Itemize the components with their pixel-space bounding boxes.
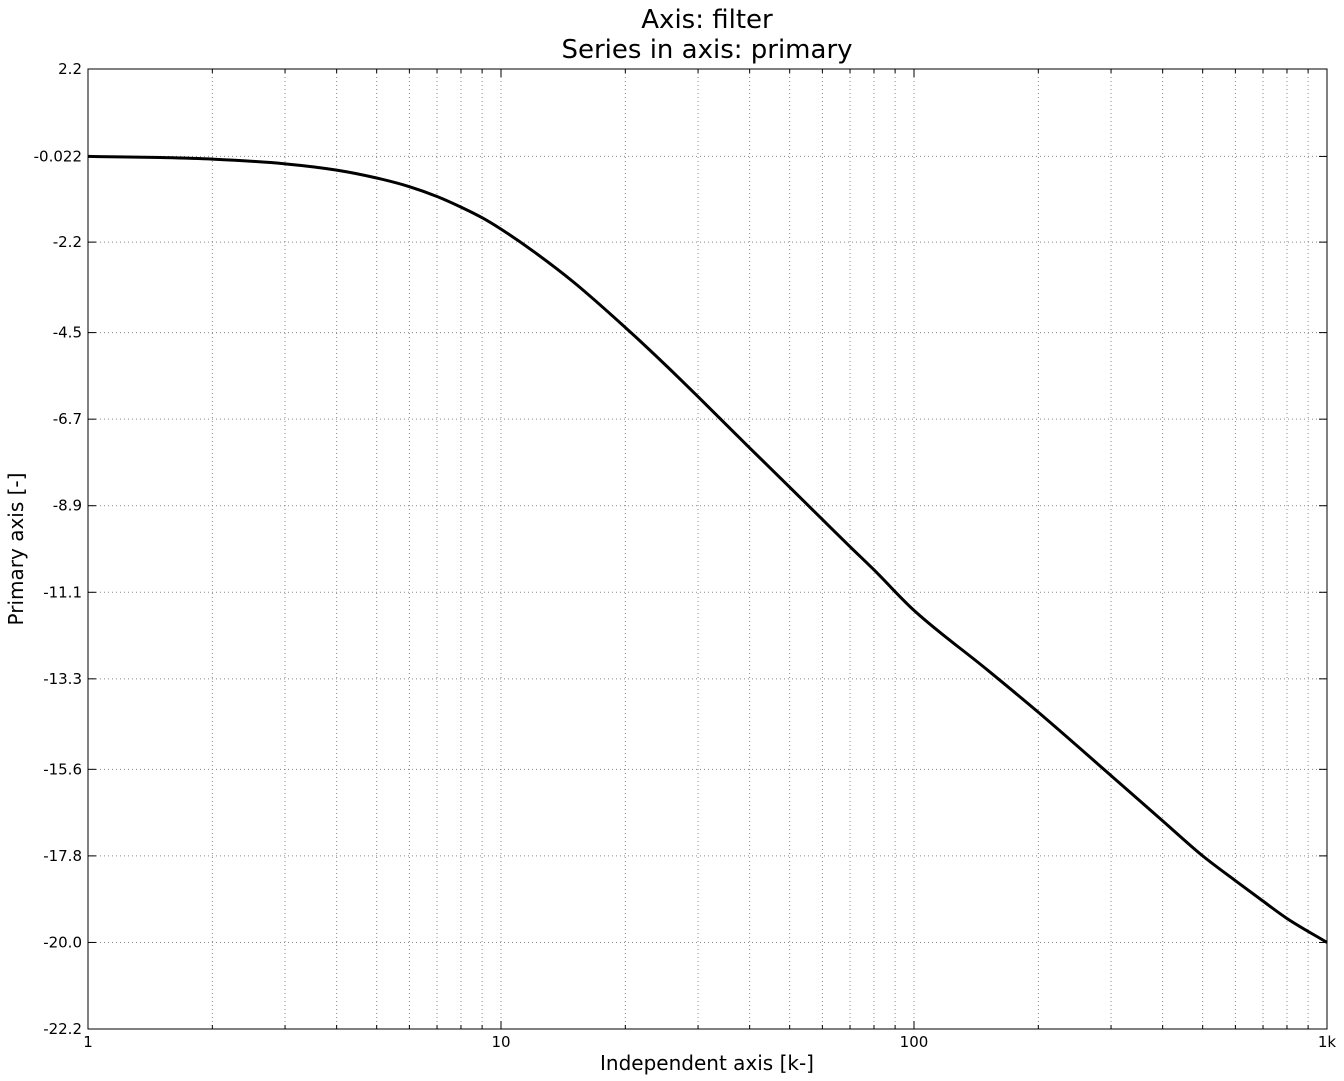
series-line [87, 154, 1328, 944]
y-tick-label: -22.2 [43, 1020, 82, 1038]
y-tick-label: -11.1 [43, 583, 82, 601]
chart-subtitle: Series in axis: primary [561, 35, 852, 65]
series-layer [87, 154, 1328, 944]
y-axis-label: Primary axis [-] [4, 473, 28, 626]
plot-area-frame [87, 68, 1328, 1030]
y-tick-label: -4.5 [53, 324, 82, 342]
y-tick-label: 2.2 [58, 60, 82, 78]
x-tick-label: 100 [900, 1033, 929, 1051]
y-tick-label: -0.022 [34, 147, 82, 165]
y-tick-labels: 2.2 -0.022 -2.2 -4.5 -6.7 -8.9 -11.1 -13.3 -15.6… [34, 60, 82, 1038]
grid [88, 69, 1327, 1029]
y-tick-label: -8.9 [53, 497, 82, 515]
x-axis-label: Independent axis [k-] [600, 1051, 814, 1075]
y-tick-label: -6.7 [53, 410, 82, 428]
y-tick-label: -13.3 [43, 670, 82, 688]
x-tick-label: 10 [491, 1033, 510, 1051]
x-tick-label: 1k [1318, 1033, 1337, 1051]
y-tick-label: -15.6 [43, 760, 82, 778]
axis-ticks [88, 68, 1327, 1030]
y-tick-label: -2.2 [53, 233, 82, 251]
y-tick-label: -20.0 [43, 933, 82, 951]
x-tick-label: 1 [83, 1033, 93, 1051]
y-tick-label: -17.8 [43, 847, 82, 865]
x-tick-labels: 1 10 100 1k [83, 1033, 1336, 1051]
chart-title: Axis: filter [641, 5, 773, 35]
